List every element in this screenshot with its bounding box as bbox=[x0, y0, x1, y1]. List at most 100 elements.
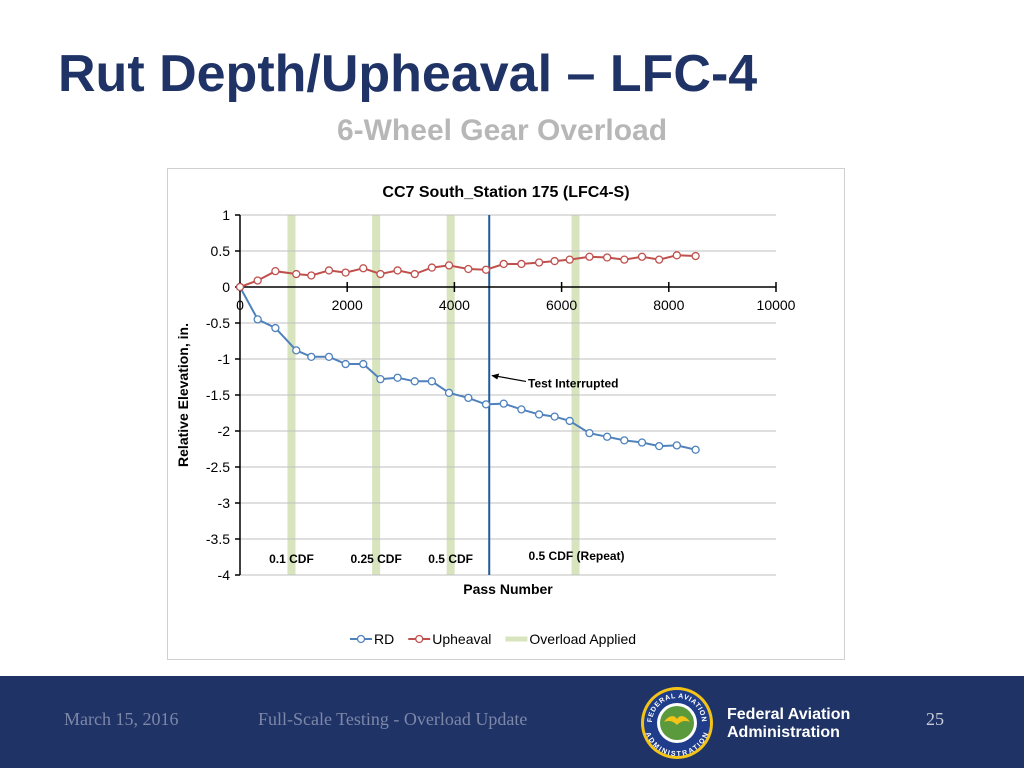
point-upheaval-14 bbox=[481, 265, 491, 274]
legend-label-rd: RD bbox=[374, 631, 394, 647]
legend-label-upheaval: Upheaval bbox=[432, 631, 491, 647]
slide-title: Rut Depth/Upheaval – LFC-4 bbox=[58, 45, 758, 103]
overload-label-1: 0.25 CDF bbox=[350, 552, 401, 566]
point-upheaval-26 bbox=[691, 251, 700, 261]
point-rd-20 bbox=[585, 429, 594, 438]
x-tick-label-3: 6000 bbox=[546, 297, 577, 313]
point-rd-24 bbox=[655, 441, 664, 451]
point-rd-25 bbox=[672, 441, 681, 450]
legend-label-overload-applied: Overload Applied bbox=[529, 631, 636, 647]
point-rd-17 bbox=[534, 410, 544, 419]
point-rd-7 bbox=[359, 359, 368, 369]
point-rd-8 bbox=[376, 375, 385, 384]
interruption-arrowhead bbox=[491, 373, 500, 380]
point-rd-2 bbox=[271, 323, 280, 333]
y-tick-label-5: -1.5 bbox=[206, 387, 230, 403]
y-tick-label-10: -4 bbox=[218, 567, 231, 583]
point-rd-4 bbox=[307, 352, 316, 361]
y-tick-label-2: 0 bbox=[222, 279, 230, 295]
point-rd-19 bbox=[565, 416, 574, 426]
legend-marker-upheaval bbox=[415, 634, 424, 644]
series-group bbox=[235, 251, 700, 454]
y-tick-label-3: -0.5 bbox=[206, 315, 230, 331]
point-upheaval-5 bbox=[324, 266, 334, 275]
point-upheaval-6 bbox=[341, 268, 350, 277]
point-upheaval-21 bbox=[603, 253, 612, 262]
legend-marker-rd bbox=[356, 634, 366, 644]
overload-label-0: 0.1 CDF bbox=[269, 552, 314, 566]
point-rd-14 bbox=[481, 400, 491, 409]
agency-name-line1: Federal Aviation bbox=[727, 706, 851, 723]
point-rd-21 bbox=[603, 432, 612, 441]
x-tick-label-5: 10000 bbox=[757, 297, 796, 313]
point-upheaval-11 bbox=[427, 263, 437, 272]
point-rd-9 bbox=[393, 373, 402, 382]
point-rd-22 bbox=[620, 436, 629, 445]
agency-name: Federal Aviation Administration bbox=[727, 706, 850, 742]
point-upheaval-16 bbox=[517, 259, 526, 269]
axes: 1 0.5 0 -0.5 -1 -1.5 -2 -2.5 -3 -3.5 -4 0 2000 4000 60… bbox=[206, 207, 796, 583]
point-upheaval-10 bbox=[410, 269, 419, 279]
point-upheaval-0 bbox=[235, 282, 245, 292]
point-rd-6 bbox=[341, 359, 350, 369]
point-upheaval-19 bbox=[565, 255, 574, 264]
y-tick-label-9: -3.5 bbox=[206, 531, 230, 547]
y-axis-label: Relative Elevation, in. bbox=[175, 323, 191, 467]
overload-label-2: 0.5 CDF bbox=[428, 552, 473, 566]
point-upheaval-4 bbox=[307, 271, 316, 280]
point-upheaval-15 bbox=[499, 259, 508, 269]
legend: RD Upheaval Overload Applied bbox=[350, 631, 636, 647]
footer: March 15, 2016 Full-Scale Testing - Over… bbox=[0, 676, 1024, 768]
footer-date: March 15, 2016 bbox=[64, 709, 179, 729]
x-axis-label: Pass Number bbox=[463, 581, 553, 597]
point-upheaval-13 bbox=[464, 264, 473, 274]
gridlines bbox=[240, 214, 776, 576]
x-tick-label-0: 0 bbox=[236, 297, 244, 313]
point-upheaval-1 bbox=[253, 276, 262, 285]
y-tick-label-1: 0.5 bbox=[211, 243, 231, 259]
point-rd-13 bbox=[464, 393, 473, 403]
point-rd-15 bbox=[499, 399, 508, 408]
x-tick-label-4: 8000 bbox=[653, 297, 684, 313]
y-tick-label-4: -1 bbox=[218, 351, 231, 367]
point-upheaval-22 bbox=[620, 255, 629, 264]
point-upheaval-23 bbox=[637, 252, 647, 261]
point-upheaval-8 bbox=[376, 269, 385, 279]
point-rd-10 bbox=[410, 377, 419, 386]
point-rd-26 bbox=[691, 445, 700, 454]
point-rd-12 bbox=[444, 388, 454, 397]
footer-presentation-title: Full-Scale Testing - Overload Update bbox=[258, 709, 528, 729]
point-upheaval-7 bbox=[359, 264, 368, 273]
point-rd-11 bbox=[427, 377, 437, 386]
point-rd-1 bbox=[253, 315, 262, 324]
point-upheaval-25 bbox=[672, 251, 681, 260]
rut-depth-chart: 1 0.5 0 -0.5 -1 -1.5 -2 -2.5 -3 -3.5 -4 0 2000 4000 60… bbox=[175, 184, 796, 647]
point-rd-5 bbox=[324, 352, 334, 361]
point-rd-16 bbox=[517, 405, 526, 414]
point-upheaval-17 bbox=[534, 258, 544, 267]
point-upheaval-18 bbox=[550, 256, 559, 266]
overload-label-3: 0.5 CDF (Repeat) bbox=[529, 549, 625, 563]
point-upheaval-20 bbox=[585, 252, 594, 261]
x-tick-label-2: 4000 bbox=[439, 297, 470, 313]
point-rd-23 bbox=[637, 438, 647, 447]
chart-labels: CC7 South_Station 175 (LFC4-S) Pass Numbe… bbox=[175, 184, 630, 597]
interruption-label: Test Interrupted bbox=[528, 376, 618, 390]
slide-subtitle: 6-Wheel Gear Overload bbox=[336, 114, 668, 147]
chart-frame: 1 0.5 0 -0.5 -1 -1.5 -2 -2.5 -3 -3.5 -4 0 2000 4000 60… bbox=[167, 168, 845, 660]
point-upheaval-3 bbox=[292, 269, 301, 279]
point-rd-3 bbox=[292, 346, 301, 355]
point-upheaval-24 bbox=[655, 255, 664, 264]
y-tick-label-8: -3 bbox=[218, 495, 231, 511]
page-number: 25 bbox=[926, 709, 944, 729]
point-rd-18 bbox=[550, 412, 559, 421]
x-tick-label-1: 2000 bbox=[332, 297, 363, 313]
faa-seal-icon: FEDERAL AVIATION ADMINISTRATION bbox=[641, 687, 713, 759]
point-upheaval-12 bbox=[444, 261, 454, 270]
agency-name-line2: Administration bbox=[727, 724, 840, 741]
y-tick-label-0: 1 bbox=[222, 207, 230, 223]
chart-title: CC7 South_Station 175 (LFC4-S) bbox=[382, 184, 629, 201]
point-upheaval-2 bbox=[271, 267, 280, 276]
point-upheaval-9 bbox=[393, 266, 402, 275]
y-tick-label-6: -2 bbox=[218, 423, 231, 439]
